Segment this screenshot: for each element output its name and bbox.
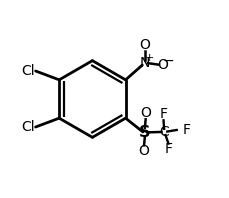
- Text: O: O: [140, 107, 150, 120]
- Text: Cl: Cl: [21, 120, 34, 134]
- Text: Cl: Cl: [21, 64, 34, 78]
- Text: −: −: [161, 53, 173, 67]
- Text: O: O: [156, 58, 167, 72]
- Text: N: N: [139, 56, 149, 70]
- Text: O: O: [138, 144, 149, 158]
- Text: F: F: [159, 108, 167, 121]
- Text: C: C: [159, 125, 169, 139]
- Text: S: S: [139, 125, 150, 140]
- Text: F: F: [164, 142, 172, 156]
- Text: O: O: [139, 38, 150, 52]
- Text: +: +: [144, 53, 153, 63]
- Text: F: F: [182, 123, 190, 137]
